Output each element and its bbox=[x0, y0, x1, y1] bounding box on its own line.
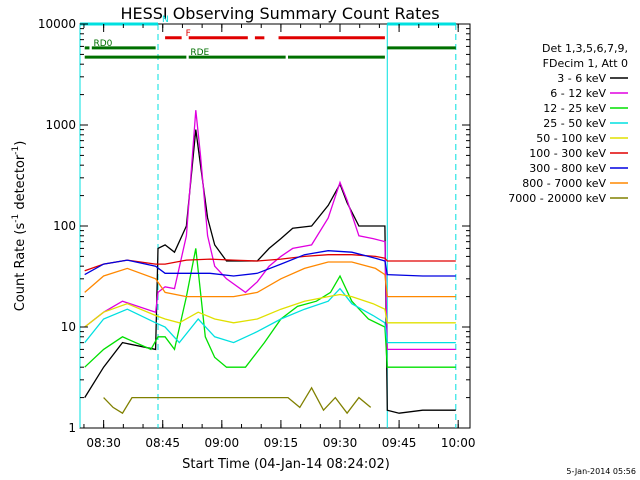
series-line-6 bbox=[84, 250, 456, 277]
series-line-2 bbox=[84, 248, 456, 368]
y-axis-label-end: ) bbox=[13, 141, 28, 146]
series-line-8 bbox=[103, 386, 372, 415]
series-line-0 bbox=[84, 129, 456, 414]
y-tick-label-3: 1000 bbox=[45, 118, 76, 132]
y-axis-label-mid: detector bbox=[13, 154, 28, 214]
series-line-5 bbox=[84, 254, 456, 272]
series-line-3 bbox=[84, 287, 456, 344]
state-bar-label-0: N bbox=[162, 15, 169, 25]
state-bar-label-1: F bbox=[186, 29, 191, 39]
x-tick-label-5: 09:45 bbox=[382, 436, 417, 450]
series-line-4 bbox=[84, 293, 456, 328]
state-bar-label-3: RDE bbox=[190, 48, 209, 58]
y-tick-label-0: 1 bbox=[68, 421, 76, 435]
legend-label-5: 100 - 300 keV bbox=[529, 147, 606, 160]
legend-header-0: Det 1,3,5,6,7,9, bbox=[542, 42, 628, 55]
y-tick-label-1: 10 bbox=[61, 320, 76, 334]
observing-state-bars: N F RD0 RDE bbox=[80, 15, 456, 59]
x-tick-label-3: 09:15 bbox=[264, 436, 299, 450]
y-axis-label-sup2: -1 bbox=[11, 146, 21, 155]
series-line-7 bbox=[84, 261, 456, 298]
y-tick-label-4: 10000 bbox=[38, 17, 76, 31]
series-layer bbox=[84, 110, 456, 415]
state-bar-label-2: RD0 bbox=[93, 39, 112, 49]
legend-label-3: 25 - 50 keV bbox=[543, 117, 606, 130]
legend-header-1: FDecim 1, Att 0 bbox=[543, 57, 628, 70]
chart-title: HESSI Observing Summary Count Rates bbox=[120, 4, 439, 23]
y-axis: 1 10 100 1000 10000 bbox=[38, 17, 470, 435]
legend-label-8: 7000 - 20000 keV bbox=[508, 192, 606, 205]
legend: Det 1,3,5,6,7,9, FDecim 1, Att 0 3 - 6 keV… bbox=[508, 42, 628, 205]
legend-label-7: 800 - 7000 keV bbox=[522, 177, 606, 190]
x-tick-label-4: 09:30 bbox=[323, 436, 358, 450]
y-axis-label: Count Rate (s-1 detector-1) bbox=[11, 141, 28, 312]
y-axis-label-sup1: -1 bbox=[11, 214, 21, 223]
legend-label-0: 3 - 6 keV bbox=[557, 72, 606, 85]
y-tick-label-2: 100 bbox=[53, 219, 76, 233]
x-axis: 08:30 08:45 09:00 09:15 09:30 09:45 10:00 bbox=[83, 24, 476, 450]
legend-label-1: 6 - 12 keV bbox=[550, 87, 606, 100]
y-axis-label-main: Count Rate (s bbox=[13, 223, 28, 312]
x-axis-label: Start Time (04-Jan-14 08:24:02) bbox=[182, 457, 390, 472]
legend-label-4: 50 - 100 keV bbox=[536, 132, 606, 145]
x-tick-label-0: 08:30 bbox=[86, 436, 121, 450]
footer-timestamp: 5-Jan-2014 05:56 bbox=[566, 467, 636, 476]
legend-label-2: 12 - 25 keV bbox=[543, 102, 606, 115]
x-tick-label-6: 10:00 bbox=[441, 436, 476, 450]
x-tick-label-2: 09:00 bbox=[205, 436, 240, 450]
legend-label-6: 300 - 800 keV bbox=[529, 162, 606, 175]
x-tick-label-1: 08:45 bbox=[145, 436, 180, 450]
